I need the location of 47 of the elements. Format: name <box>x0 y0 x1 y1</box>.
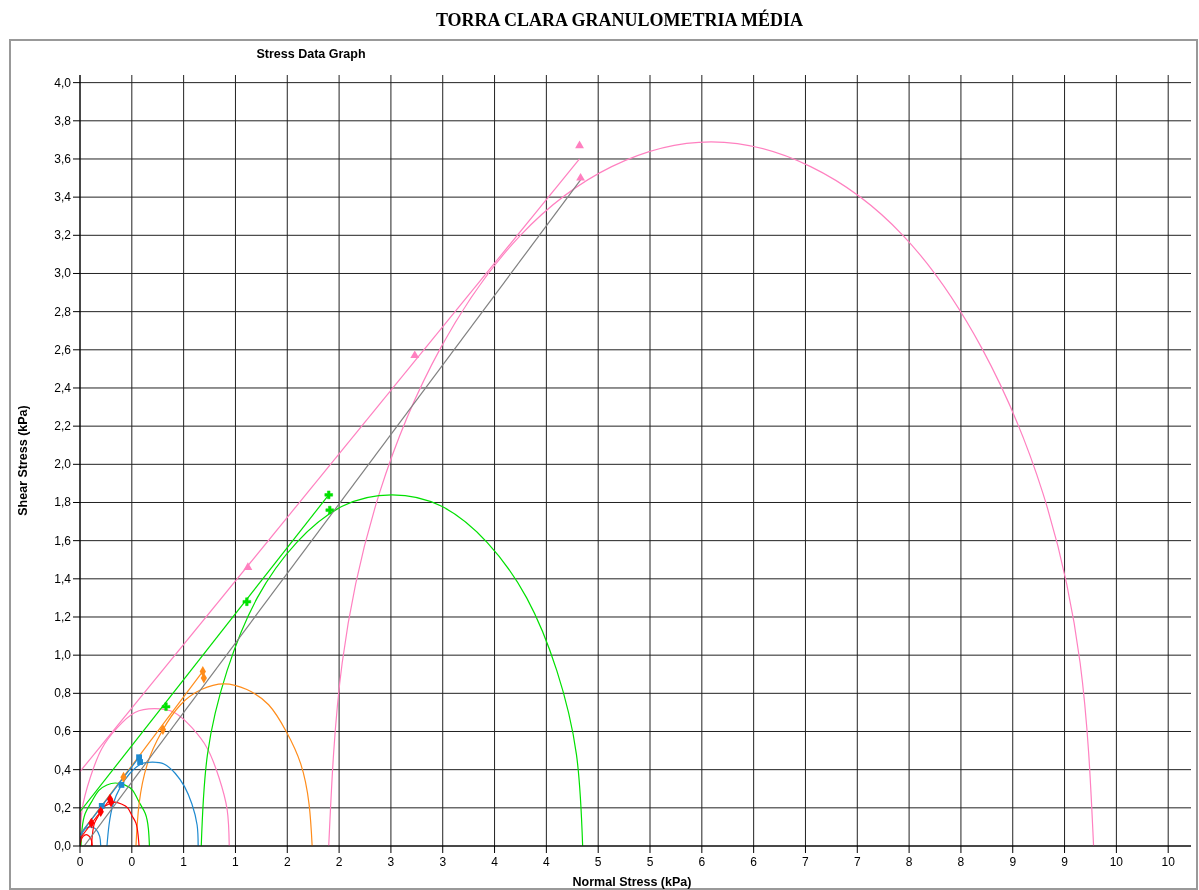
x-tick-label: 6 <box>750 855 758 869</box>
x-tick-label: 9 <box>1061 855 1069 869</box>
y-tick-label: 2,6 <box>54 342 72 357</box>
y-tick-label: 3,0 <box>54 266 72 281</box>
y-tick-label: 3,8 <box>54 113 72 128</box>
y-tick-label: 3,4 <box>54 190 72 205</box>
y-tick-label: 1,0 <box>54 648 72 663</box>
x-tick-label: 1 <box>232 855 240 869</box>
y-tick-label: 1,4 <box>54 571 72 586</box>
y-axis-title: Shear Stress (kPa) <box>16 405 30 516</box>
x-tick-label: 8 <box>905 855 913 869</box>
x-tick-label: 4 <box>491 855 499 869</box>
x-tick-label: 2 <box>283 855 291 869</box>
x-tick-label: 3 <box>387 855 395 869</box>
x-tick-label: 7 <box>802 855 810 869</box>
x-tick-label: 3 <box>439 855 447 869</box>
x-tick-label: 2 <box>335 855 343 869</box>
x-tick-label: 10 <box>1161 855 1176 869</box>
x-tick-label: 7 <box>853 855 861 869</box>
x-tick-label: 10 <box>1109 855 1124 869</box>
y-tick-label: 2,8 <box>54 304 72 319</box>
x-tick-label: 4 <box>543 855 551 869</box>
y-tick-label: 2,4 <box>54 380 72 395</box>
x-tick-label: 5 <box>594 855 602 869</box>
x-tick-label: 1 <box>180 855 188 869</box>
y-tick-label: 1,8 <box>54 495 72 510</box>
x-tick-label: 5 <box>646 855 654 869</box>
x-tick-label: 0 <box>128 855 136 869</box>
chart-title: TORRA CLARA GRANULOMETRIA MÉDIA <box>435 9 804 30</box>
y-tick-label: 3,6 <box>54 151 72 166</box>
y-tick-label: 0,8 <box>54 686 72 701</box>
y-tick-label: 3,2 <box>54 228 72 243</box>
x-tick-label: 8 <box>957 855 965 869</box>
x-tick-label: 6 <box>698 855 706 869</box>
y-tick-label: 2,0 <box>54 457 72 472</box>
x-tick-label: 9 <box>1009 855 1017 869</box>
x-axis-title: Normal Stress (kPa) <box>572 875 692 889</box>
y-tick-label: 0,6 <box>54 724 72 739</box>
y-tick-label: 2,2 <box>54 419 72 434</box>
x-tick-label: 0 <box>76 855 84 869</box>
y-tick-label: 0,4 <box>54 762 72 777</box>
y-tick-label: 0,0 <box>54 839 72 853</box>
chart-subtitle: Stress Data Graph <box>256 47 366 61</box>
y-tick-label: 0,2 <box>54 800 72 815</box>
y-tick-label: 1,2 <box>54 609 72 624</box>
y-tick-label: 1,6 <box>54 533 72 548</box>
y-tick-label: 4,0 <box>54 75 72 90</box>
